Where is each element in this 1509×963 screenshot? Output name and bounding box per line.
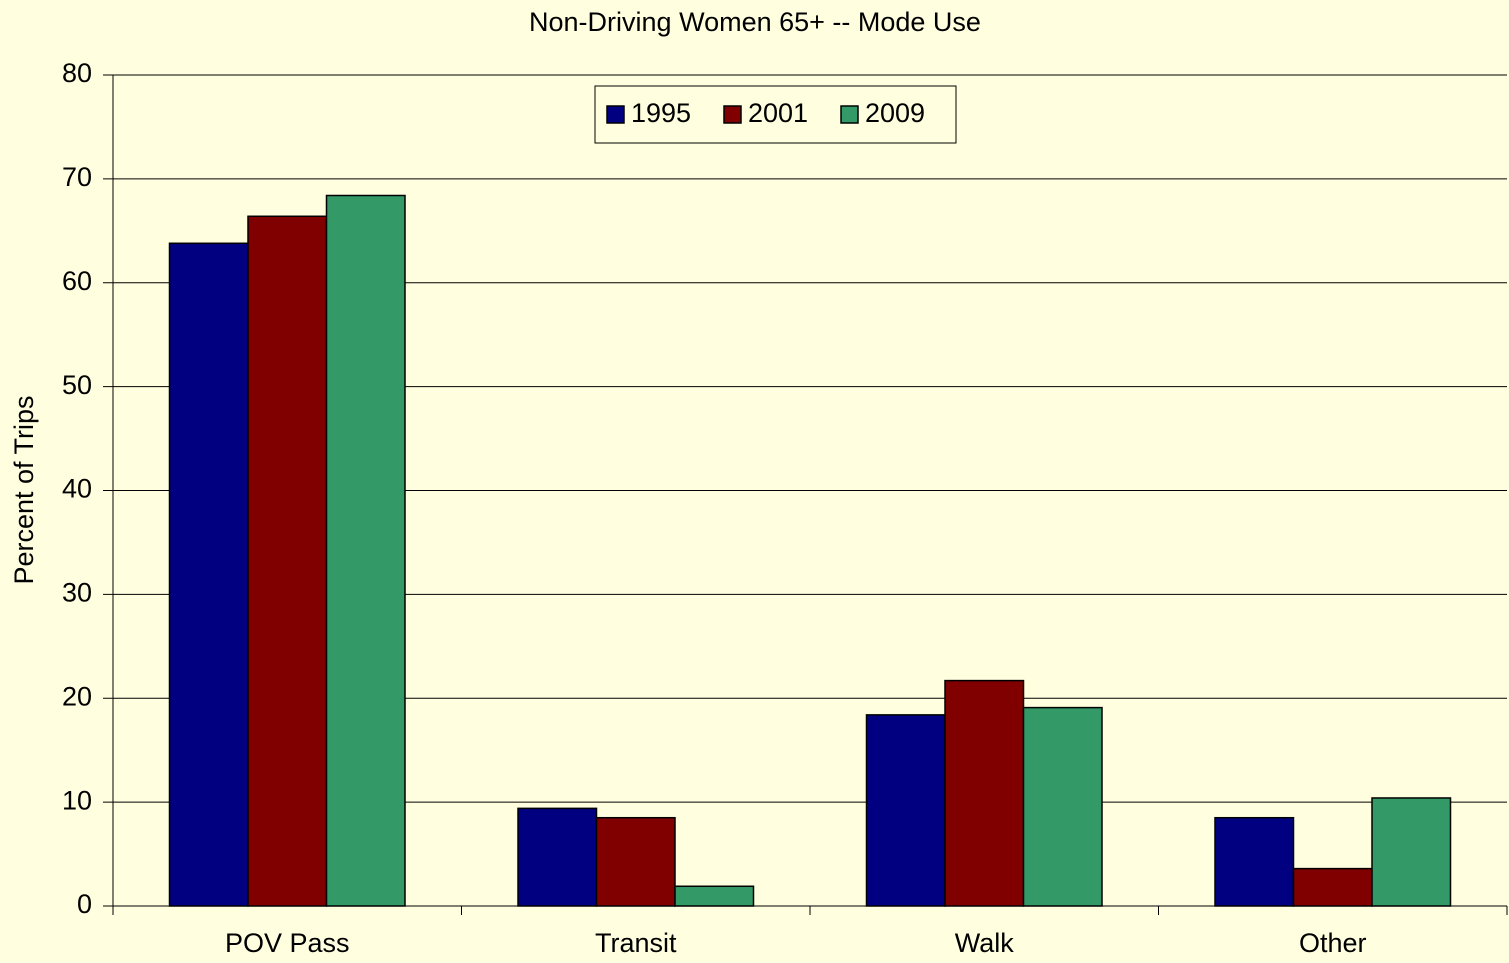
- bar: [325, 194, 406, 907]
- legend-swatch: [723, 105, 742, 124]
- bar: [1022, 706, 1103, 907]
- x-tick-label: Other: [1299, 928, 1367, 958]
- x-tick-label: Transit: [595, 928, 677, 958]
- legend-box: [594, 85, 957, 144]
- legend-label: 1995: [631, 98, 691, 128]
- bar: [944, 679, 1025, 907]
- legend-swatch: [840, 105, 859, 124]
- bar: [168, 242, 249, 907]
- bar: [1214, 816, 1295, 907]
- legend-label: 2009: [865, 98, 925, 128]
- y-tick-label: 0: [77, 889, 92, 919]
- bar: [247, 215, 328, 907]
- y-tick-label: 70: [62, 162, 92, 192]
- y-tick-label: 80: [62, 58, 92, 88]
- chart-title: Non-Driving Women 65+ -- Mode Use: [529, 7, 981, 37]
- legend-label: 2001: [748, 98, 808, 128]
- bar: [1371, 797, 1452, 907]
- y-tick-label: 30: [62, 578, 92, 608]
- y-tick-label: 50: [62, 370, 92, 400]
- y-tick-label: 20: [62, 681, 92, 711]
- x-tick-label: Walk: [955, 928, 1014, 958]
- bar: [517, 807, 598, 907]
- y-tick-label: 10: [62, 785, 92, 815]
- bar: [1292, 867, 1373, 907]
- bar: [865, 714, 946, 907]
- y-tick-label: 40: [62, 474, 92, 504]
- legend-swatch: [606, 105, 625, 124]
- x-tick-label: POV Pass: [225, 928, 350, 958]
- bar: [595, 816, 676, 907]
- y-tick-label: 60: [62, 266, 92, 296]
- bar: [674, 885, 755, 907]
- y-axis-label: Percent of Trips: [9, 395, 39, 584]
